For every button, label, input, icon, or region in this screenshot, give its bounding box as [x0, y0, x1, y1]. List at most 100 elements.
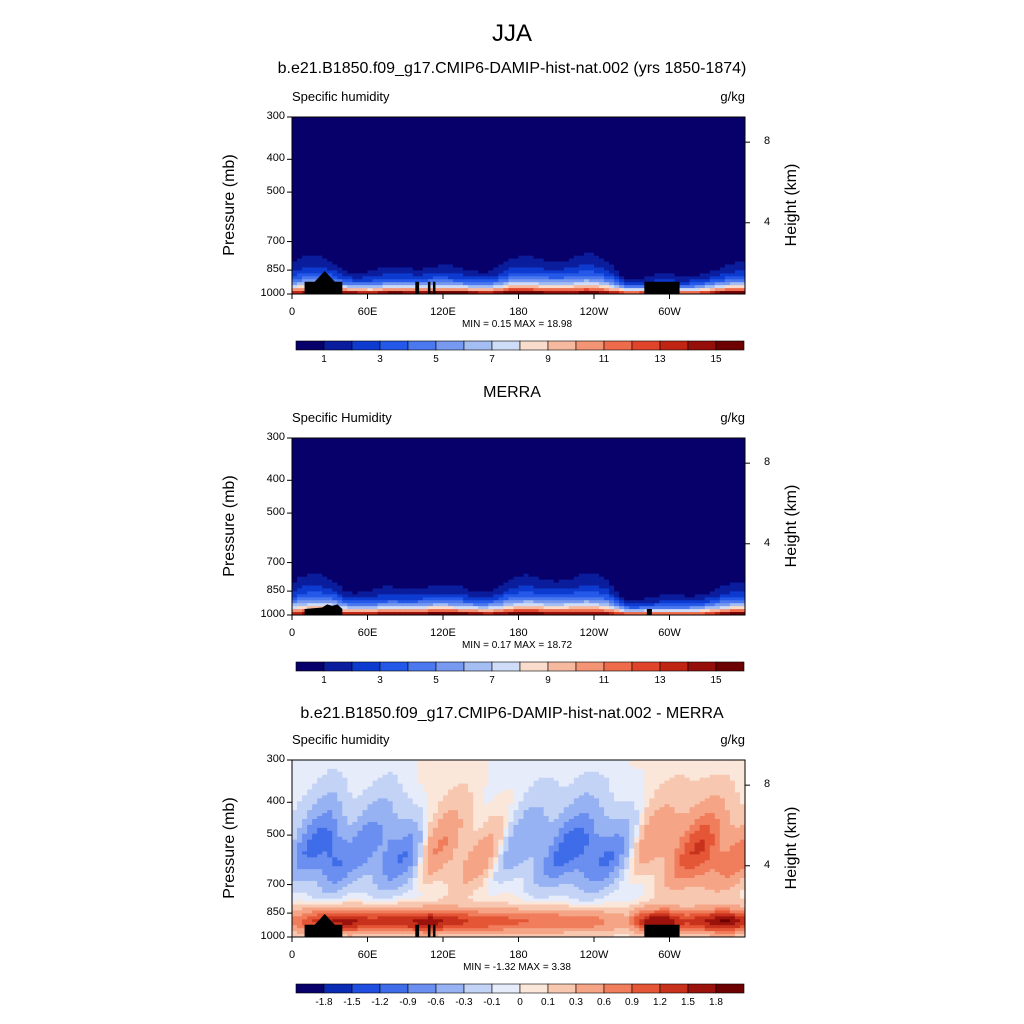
units-label: g/kg — [720, 410, 745, 425]
colorbar-label: 13 — [654, 354, 666, 365]
colorbar-swatch — [603, 661, 633, 672]
colorbar-label: 9 — [545, 354, 551, 365]
pressure-tick-label: 850 — [266, 906, 285, 919]
colorbar-swatch — [323, 983, 353, 994]
colorbar-swatch — [603, 983, 633, 994]
colorbar-swatch — [575, 340, 605, 351]
panel-title: MERRA — [483, 384, 541, 401]
longitude-tick-label: 60W — [658, 627, 681, 639]
colorbar-swatch — [519, 661, 549, 672]
height-axis-label: Height (km) — [783, 163, 800, 246]
longitude-tick-label: 120W — [579, 306, 609, 318]
height-tick-label: 4 — [764, 215, 771, 228]
colorbar-label: 15 — [710, 675, 722, 686]
colorbar-swatch — [407, 340, 437, 351]
variable-name: Specific humidity — [292, 89, 390, 104]
pressure-tick-label: 700 — [266, 877, 285, 890]
colorbar-swatch — [687, 983, 717, 994]
pressure-tick-label: 500 — [266, 828, 285, 841]
pressure-axis-label: Pressure (mb) — [221, 796, 238, 899]
height-axis-label: Height (km) — [783, 806, 800, 889]
colorbar-swatch — [491, 340, 521, 351]
longitude-tick-label: 60E — [357, 306, 378, 318]
pressure-tick-label: 300 — [266, 110, 285, 122]
longitude-tick-label: 180 — [509, 627, 528, 639]
colorbar-swatch — [547, 661, 577, 672]
colorbar-swatch — [295, 340, 325, 351]
colorbar-label: 1 — [321, 675, 327, 686]
longitude-tick-label: 0 — [288, 949, 296, 961]
longitude-tick-label: 180 — [509, 306, 528, 318]
colorbar-swatch — [547, 983, 577, 994]
colorbar-swatch — [295, 661, 325, 672]
colorbar-swatch — [351, 340, 381, 351]
colorbar-swatch — [659, 340, 689, 351]
colorbar-label: 11 — [598, 675, 610, 686]
longitude-tick-label: 120E — [430, 306, 456, 318]
pressure-tick-label: 1000 — [260, 608, 285, 620]
pressure-axis-label: Pressure (mb) — [221, 474, 238, 577]
units-label: g/kg — [720, 89, 745, 104]
height-axis-label: Height (km) — [783, 484, 800, 567]
colorbar-swatch — [323, 661, 353, 672]
panel-2-field — [292, 438, 745, 615]
colorbar-label: 0.9 — [625, 997, 639, 1008]
colorbar-swatch — [547, 340, 577, 351]
variable-name: Specific humidity — [292, 732, 390, 747]
colorbar-swatch — [603, 340, 633, 351]
pressure-tick-label: 1000 — [260, 930, 285, 942]
colorbar-swatch — [519, 340, 549, 351]
height-tick-label: 8 — [764, 135, 771, 148]
colorbar-label: 5 — [433, 354, 439, 365]
units-label: g/kg — [720, 732, 745, 747]
pressure-axis-label: Pressure (mb) — [221, 153, 238, 256]
colorbar-swatch — [631, 983, 661, 994]
colorbar-label: 7 — [489, 675, 495, 686]
longitude-tick-label: 120E — [430, 949, 456, 961]
pressure-tick-label: 850 — [266, 584, 285, 597]
pressure-tick-label: 850 — [266, 263, 285, 276]
colorbar-label: 13 — [654, 675, 666, 686]
longitude-tick-label: 0 — [288, 306, 296, 318]
colorbar-label: 7 — [489, 354, 495, 365]
colorbar-label: 3 — [377, 675, 383, 686]
colorbar-label: 1.2 — [653, 997, 667, 1008]
pressure-tick-label: 700 — [266, 234, 285, 247]
colorbar-label: -1.5 — [343, 997, 361, 1008]
panel-3-field — [292, 760, 745, 937]
height-tick-label: 8 — [764, 456, 771, 469]
longitude-tick-label: 60E — [357, 627, 378, 639]
colorbar-swatch — [715, 661, 745, 672]
pressure-tick-label: 400 — [266, 152, 285, 165]
pressure-tick-label: 300 — [266, 753, 285, 765]
longitude-tick-label: 60E — [357, 949, 378, 961]
colorbar-label: 11 — [598, 354, 610, 365]
colorbar-swatch — [687, 340, 717, 351]
height-tick-label: 4 — [764, 536, 771, 549]
colorbar-swatch — [463, 340, 493, 351]
panel-title: b.e21.B1850.f09_g17.CMIP6-DAMIP-hist-nat… — [300, 705, 724, 722]
colorbar-swatch — [351, 661, 381, 672]
panel-1-field — [292, 117, 745, 294]
colorbar-swatch — [575, 661, 605, 672]
height-tick-label: 8 — [764, 778, 771, 791]
colorbar-swatch — [435, 661, 465, 672]
longitude-tick-label: 0 — [288, 627, 296, 639]
colorbar-swatch — [435, 340, 465, 351]
colorbar-swatch — [351, 983, 381, 994]
topography-mask — [304, 913, 680, 937]
panel-title: b.e21.B1850.f09_g17.CMIP6-DAMIP-hist-nat… — [277, 60, 747, 77]
colorbar-label: 0 — [517, 997, 523, 1008]
longitude-tick-label: 180 — [509, 949, 528, 961]
colorbar-swatch — [379, 661, 409, 672]
longitude-tick-label: 120W — [579, 949, 609, 961]
min-max-label: MIN = 0.17 MAX = 18.72 — [461, 640, 573, 651]
colorbar-swatch — [379, 983, 409, 994]
colorbar-swatch — [379, 340, 409, 351]
colorbar-label: 0.6 — [597, 997, 611, 1008]
colorbar-label: 1 — [321, 354, 327, 365]
height-tick-label: 4 — [764, 858, 771, 871]
colorbar-label: -1.8 — [315, 997, 333, 1008]
colorbar-swatch — [575, 983, 605, 994]
colorbar-swatch — [435, 983, 465, 994]
